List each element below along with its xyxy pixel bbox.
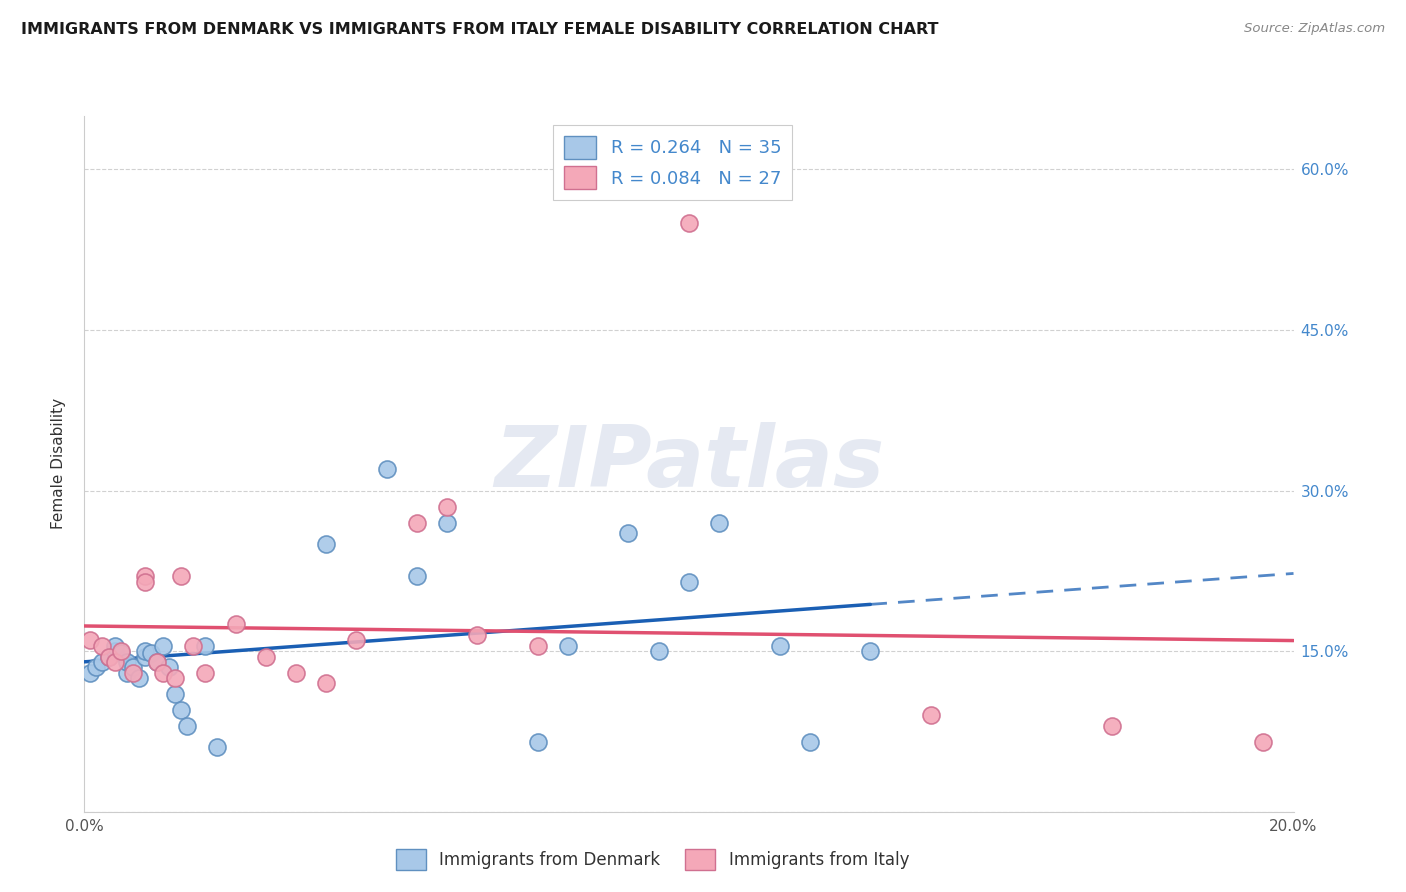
Point xyxy=(110,646,132,660)
Point xyxy=(225,617,247,632)
Point xyxy=(91,655,114,669)
Point xyxy=(152,639,174,653)
Point xyxy=(170,703,193,717)
Point xyxy=(920,708,942,723)
Point xyxy=(134,569,156,583)
Point xyxy=(165,671,187,685)
Point xyxy=(467,628,489,642)
Point xyxy=(146,655,169,669)
Point xyxy=(406,516,429,530)
Point xyxy=(709,516,731,530)
Point xyxy=(121,665,143,680)
Point xyxy=(315,676,337,690)
Point xyxy=(436,500,458,514)
Point xyxy=(406,569,429,583)
Point xyxy=(104,655,127,669)
Point xyxy=(1101,719,1123,733)
Point xyxy=(176,719,198,733)
Point xyxy=(557,639,579,653)
Point xyxy=(170,569,193,583)
Point xyxy=(375,462,398,476)
Point xyxy=(97,649,120,664)
Point xyxy=(436,516,458,530)
Point xyxy=(128,671,150,685)
Text: IMMIGRANTS FROM DENMARK VS IMMIGRANTS FROM ITALY FEMALE DISABILITY CORRELATION C: IMMIGRANTS FROM DENMARK VS IMMIGRANTS FR… xyxy=(21,22,939,37)
Point xyxy=(181,639,204,653)
Point xyxy=(134,649,156,664)
Point xyxy=(527,735,550,749)
Point xyxy=(254,649,277,664)
Point xyxy=(79,633,101,648)
Point xyxy=(104,639,127,653)
Point xyxy=(165,687,187,701)
Point xyxy=(157,660,180,674)
Point xyxy=(527,639,550,653)
Point xyxy=(86,660,108,674)
Point xyxy=(799,735,821,749)
Point xyxy=(91,639,114,653)
Legend: Immigrants from Denmark, Immigrants from Italy: Immigrants from Denmark, Immigrants from… xyxy=(387,838,920,880)
Point xyxy=(859,644,882,658)
Point xyxy=(139,646,162,660)
Text: Source: ZipAtlas.com: Source: ZipAtlas.com xyxy=(1244,22,1385,36)
Point xyxy=(152,665,174,680)
Point xyxy=(121,660,143,674)
Point xyxy=(678,216,700,230)
Point xyxy=(146,655,169,669)
Point xyxy=(207,740,229,755)
Point xyxy=(769,639,792,653)
Point xyxy=(134,644,156,658)
Point xyxy=(79,665,101,680)
Y-axis label: Female Disability: Female Disability xyxy=(51,398,66,530)
Point xyxy=(194,639,217,653)
Point xyxy=(115,665,138,680)
Point xyxy=(115,655,138,669)
Point xyxy=(678,574,700,589)
Point xyxy=(97,649,120,664)
Point xyxy=(648,644,671,658)
Point xyxy=(315,537,337,551)
Point xyxy=(110,644,132,658)
Point xyxy=(104,644,127,658)
Text: ZIPatlas: ZIPatlas xyxy=(494,422,884,506)
Point xyxy=(346,633,368,648)
Point xyxy=(134,574,156,589)
Point xyxy=(1253,735,1275,749)
Point xyxy=(285,665,308,680)
Point xyxy=(617,526,640,541)
Point xyxy=(194,665,217,680)
